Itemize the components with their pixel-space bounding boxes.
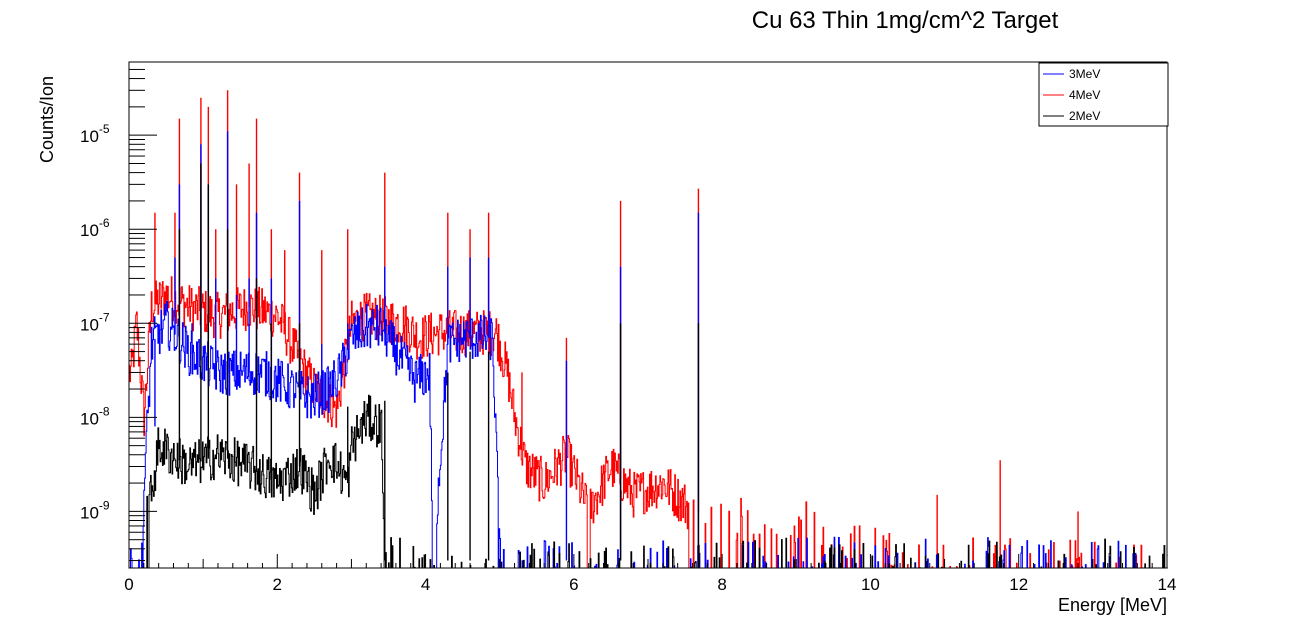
x-tick-label: 12: [1009, 575, 1028, 594]
x-tick-label: 8: [717, 575, 726, 594]
y-tick-label: 10-7: [80, 310, 110, 334]
y-axis: 10-9 10-8 10-7 10-6 10-5: [80, 68, 157, 562]
legend-label-2MeV: 2MeV: [1069, 109, 1100, 123]
x-axis: 0 2 4 6 8 10 12 14: [124, 554, 1176, 594]
y-tick-label: 10-6: [80, 216, 110, 240]
x-tick-label: 0: [124, 575, 133, 594]
plot-layer: [129, 90, 1168, 569]
series-line-3MeV: [129, 300, 1168, 569]
x-tick-label: 2: [273, 575, 282, 594]
series-4MeV: [129, 90, 1168, 569]
series-line-2MeV: [129, 394, 1168, 569]
x-tick-label: 6: [569, 575, 578, 594]
x-tick-label: 14: [1158, 575, 1177, 594]
x-tick-label: 10: [861, 575, 880, 594]
y-axis-label: Counts/Ion: [37, 76, 57, 163]
legend-label-4MeV: 4MeV: [1069, 88, 1100, 102]
y-tick-label: 10-5: [80, 122, 110, 146]
x-tick-label: 4: [421, 575, 430, 594]
chart-title: Cu 63 Thin 1mg/cm^2 Target: [752, 7, 1059, 34]
y-tick-label: 10-8: [80, 404, 110, 428]
legend-label-3MeV: 3MeV: [1069, 67, 1100, 81]
y-tick-label: 10-9: [80, 498, 110, 522]
legend: 3MeV 4MeV 2MeV: [1038, 62, 1169, 127]
x-axis-label: Energy [MeV]: [1058, 595, 1167, 615]
